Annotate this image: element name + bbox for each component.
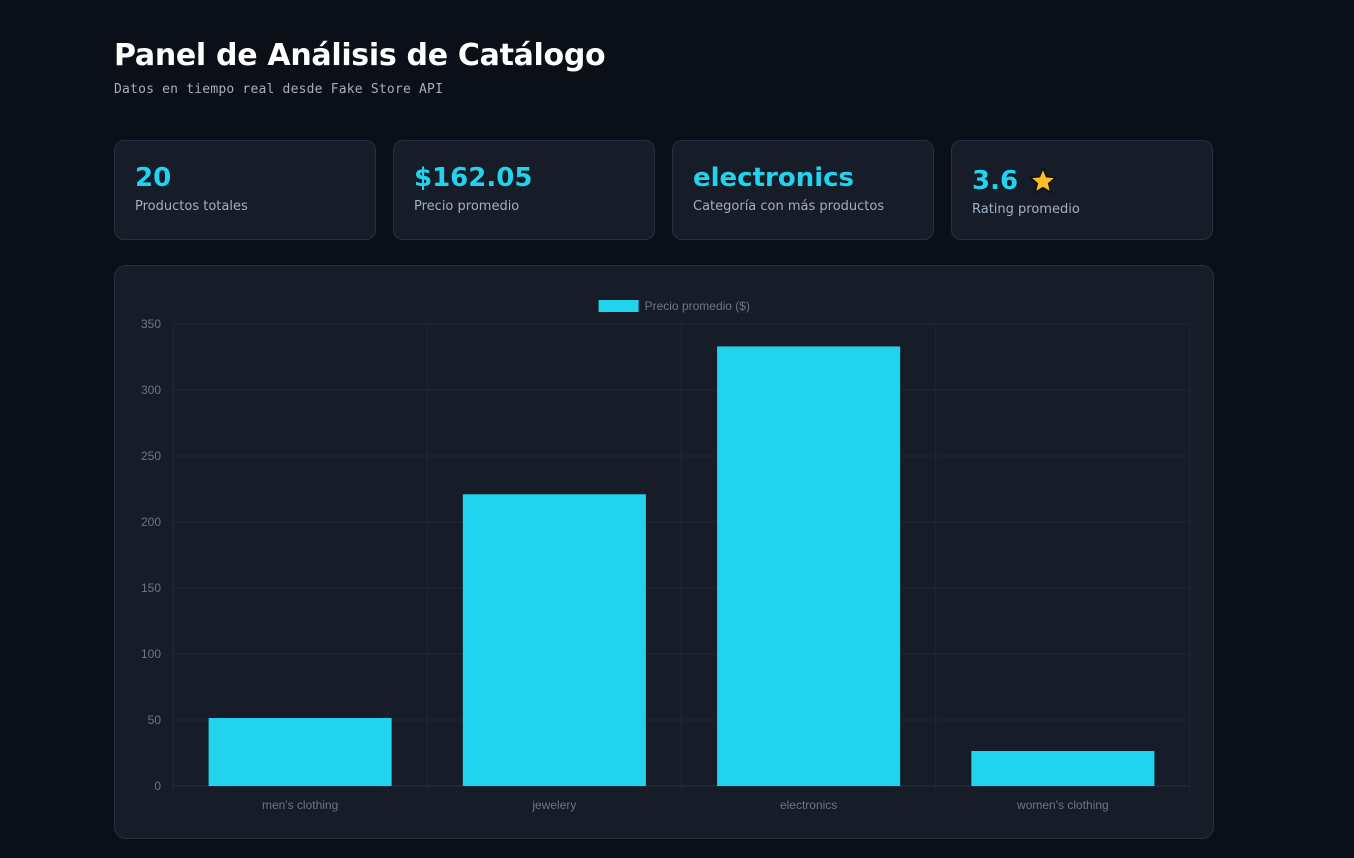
bar-chart: 0 50 100 150 200 250 300 350 men's clothing jewel… [141,299,1191,812]
y-tick-label: 100 [141,647,161,661]
y-tick-label: 350 [141,317,161,331]
stat-value: 20 [135,163,172,193]
stat-label: Rating promedio [972,202,1080,217]
stat-card-average-price: $162.05 Precio promedio [393,140,655,240]
y-tick-label: 0 [154,779,161,793]
legend-swatch[interactable] [598,300,639,312]
stat-card-average-rating: 3.6 Rating promedio [951,140,1213,240]
chart-card: 0 50 100 150 200 250 300 350 men's clothing jewel… [114,265,1214,839]
y-tick-label: 200 [141,515,161,529]
stats-row: 20 Productos totales $162.05 Precio prom… [114,140,1213,240]
stat-value: 3.6 [972,164,1192,198]
y-tick-label: 300 [141,383,161,397]
stat-label: Productos totales [135,199,248,214]
bar[interactable] [462,494,646,786]
chart-bars [208,346,1155,786]
stat-value: $162.05 [414,163,533,193]
x-tick-label: men's clothing [262,798,338,812]
chart-labels: 0 50 100 150 200 250 300 350 men's clothing jewel… [141,317,1109,812]
bar[interactable] [971,751,1155,786]
bar[interactable] [717,346,901,786]
stat-label: Precio promedio [414,199,520,214]
x-tick-label: electronics [780,798,837,812]
stat-label: Categoría con más productos [693,199,885,214]
legend-label[interactable]: Precio promedio ($) [645,299,750,313]
star-icon [1029,167,1057,194]
stat-value: electronics [693,163,855,193]
stat-card-top-category: electronics Categoría con más productos [672,140,934,240]
page-subtitle: Datos en tiempo real desde Fake Store AP… [114,82,444,97]
y-tick-label: 150 [141,581,161,595]
y-tick-label: 50 [148,713,162,727]
header: Panel de Análisis de Catálogo Datos en t… [114,36,606,97]
stat-card-total-products: 20 Productos totales [114,140,376,240]
bar[interactable] [208,718,392,786]
y-tick-label: 250 [141,449,161,463]
x-tick-label: jewelery [531,798,576,812]
x-tick-label: women's clothing [1016,798,1109,812]
page-title: Panel de Análisis de Catálogo [114,38,606,73]
chart-legend: Precio promedio ($) [598,299,750,313]
